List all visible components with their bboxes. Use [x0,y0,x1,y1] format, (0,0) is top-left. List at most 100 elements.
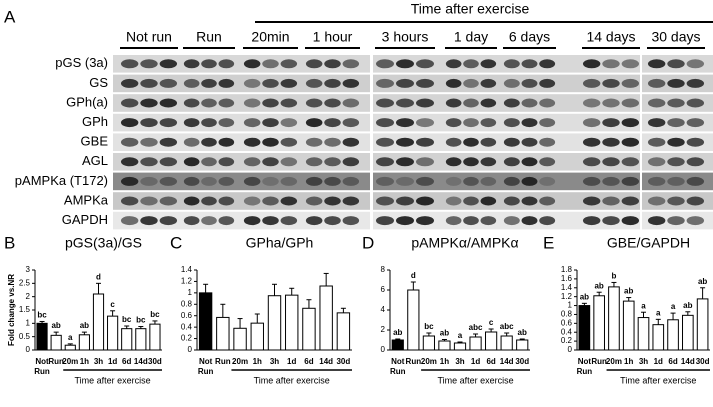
blot-band [218,157,235,167]
blot-band [686,196,705,206]
blot-band [416,98,434,108]
blot-band [218,98,235,108]
blot-band [582,98,601,108]
x-tick-label: 1h [440,357,449,366]
blot-band [582,196,601,206]
x-tick-label: 1h [624,357,633,366]
panel-label: B [4,233,15,252]
blot-band [667,59,685,69]
blot-band [539,78,556,88]
x-tick-label: 20m [232,357,248,366]
significance-letter: a [656,308,661,317]
y-tick-label: 8 [381,265,386,274]
blot-band [621,59,640,69]
bar [422,335,435,351]
significance-letter: ab [698,277,707,286]
blot-band [463,98,479,108]
y-tick-label: 0.5 [19,332,31,341]
blot-band [621,118,640,128]
bar [578,305,591,351]
blot-band [324,216,341,226]
blot-band [416,216,434,226]
x-tick-label: 6d [486,357,495,366]
blot-band [201,196,217,206]
blot-band [621,137,640,147]
bar [302,307,316,351]
blot-band [140,137,158,147]
y-tick-label: 1.5 [19,305,31,314]
bar [593,295,605,351]
chart-title: GBE/GAPDH [607,235,690,251]
blot-band [480,98,497,108]
blot-band [183,59,200,69]
blot-band [218,137,235,147]
blot-band [686,78,705,88]
blot-band [324,176,341,186]
blot-band [183,196,200,206]
bar [267,295,282,351]
bar [622,300,635,351]
blot-band [463,118,479,128]
y-tick-label: 1.8 [561,265,573,274]
blot-band [324,98,341,108]
blot-band [686,176,705,186]
y-tick-label: 0.8 [181,299,193,308]
group-label: 30 days [651,29,700,45]
blot-band [521,137,538,147]
y-tick-label: 1.2 [561,292,573,301]
blot-band [416,196,434,206]
blot-band [305,59,323,69]
bar [453,342,467,351]
blot-band [324,59,341,69]
blot-band [376,176,394,186]
blot-band [621,157,640,167]
blot-band [621,176,640,186]
blot-band [416,137,434,147]
significance-letter: ab [580,292,589,301]
blot-band [582,216,601,226]
blot-band [621,98,640,108]
y-tick-label: 3 [26,265,31,274]
significance-letter: d [411,271,416,280]
significance-letter: bc [37,311,47,320]
blot-band [686,59,705,69]
blot-band [140,59,158,69]
blot-band [647,59,666,69]
bar [696,298,709,351]
blot-band [243,176,261,186]
blot-band [480,196,497,206]
blot-band [396,98,414,108]
blot-band [243,196,261,206]
blot-band [686,157,705,167]
x-tick-label: 14d [500,357,514,366]
blot-band [159,59,178,69]
blot-band [376,98,394,108]
blot-band [120,216,139,226]
group-label: Not run [126,29,172,45]
blot-band [686,98,705,108]
blot-band [324,118,341,128]
blot-band [480,137,497,147]
bar [391,339,404,351]
blot-band [503,59,520,69]
time-label: Time after exercise [411,1,530,17]
y-tick-label: 1 [568,301,573,310]
bar [319,285,333,351]
blot-band [539,59,556,69]
blot-strip [113,113,370,132]
blot-band [521,78,538,88]
blot-band [539,216,556,226]
blot-band [120,137,139,147]
blot-band [218,59,235,69]
bar [233,327,247,351]
blot-band [521,157,538,167]
y-tick-label: 1 [188,288,193,297]
blot-band [262,78,279,88]
blot-band [140,196,158,206]
blot-band [262,216,279,226]
blot-band [183,137,200,147]
blot-band [120,157,139,167]
blot-band [480,216,497,226]
blot-band [396,157,414,167]
blot-band [582,118,601,128]
